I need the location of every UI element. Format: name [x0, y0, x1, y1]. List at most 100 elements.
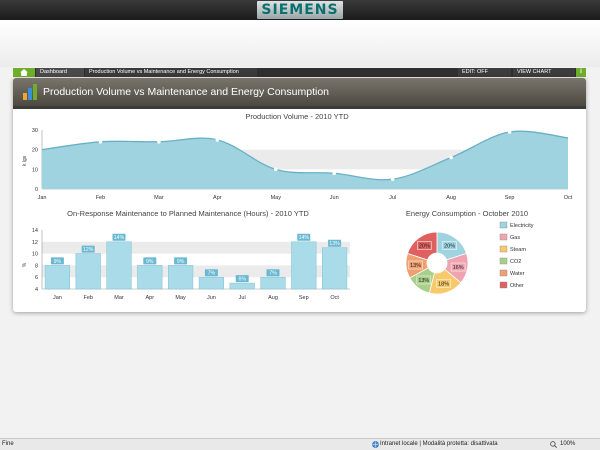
bar-x-tick-label: Sep — [299, 295, 309, 301]
bar-rect[interactable] — [229, 282, 255, 290]
bar-value-label: 7% — [208, 271, 216, 277]
legend-label: Other — [510, 283, 524, 289]
legend-label: Electricity — [510, 223, 534, 229]
bar-y-tick-label: 12 — [32, 240, 38, 246]
bar-grid-band — [42, 241, 350, 254]
maintenance-bar-chart: On-Response Maintenance to Planned Maint… — [22, 209, 350, 301]
bar-rect[interactable] — [44, 265, 70, 290]
bar-rect[interactable] — [291, 241, 317, 290]
bar-value-label-bg — [204, 269, 218, 277]
bar-rect[interactable] — [75, 253, 101, 290]
bar-value-label: 12% — [83, 247, 94, 253]
bar-rect[interactable] — [168, 265, 194, 290]
production-volume-chart: Production Volume - 2010 YTD k lgs 0 10 20… — [22, 112, 573, 201]
area-x-tick-label: Sep — [505, 195, 515, 201]
bar-y-tick-label: 6 — [35, 275, 38, 281]
bar-rect[interactable] — [106, 241, 132, 290]
area-x-tick-label: Jan — [38, 195, 47, 201]
area-x-tick-label: May — [271, 195, 282, 201]
bar-value-label-bg — [112, 233, 126, 241]
bar-value-label-bg — [328, 239, 342, 247]
globe-icon — [372, 441, 379, 448]
bar-x-tick-label: Mar — [114, 295, 124, 301]
panel-title: Production Volume vs Maintenance and Ene… — [43, 86, 330, 98]
area-data-point[interactable] — [273, 167, 278, 172]
area-series-line — [41, 130, 569, 181]
area-y-tick-label: 30 — [32, 128, 38, 134]
legend-label: CO2 — [510, 259, 521, 265]
area-y-tick-label: 10 — [32, 167, 38, 173]
area-data-point[interactable] — [449, 155, 453, 160]
pie-slice-label: 16% — [453, 265, 464, 271]
charts-canvas: Production Volume - 2010 YTD k lgs 0 10 20… — [22, 112, 573, 301]
bar-chart-title: On-Response Maintenance to Planned Maint… — [67, 209, 309, 218]
area-data-point[interactable] — [507, 130, 512, 134]
bar-y-tick-label: 10 — [32, 252, 38, 258]
home-button[interactable] — [13, 68, 35, 77]
info-button[interactable]: i — [576, 68, 586, 77]
area-x-tick-label: Mar — [154, 195, 164, 201]
zoom-level[interactable]: 100% — [560, 441, 576, 447]
status-bar: Fine Intranet locale | Modalità protetta… — [0, 438, 600, 450]
bar-value-label-bg — [297, 233, 311, 241]
breadcrumb-dashboard[interactable]: Dashboard — [36, 68, 84, 77]
area-data-point[interactable] — [157, 140, 161, 144]
siemens-logo: SIEMENS — [257, 1, 343, 19]
bar-rect[interactable] — [260, 276, 286, 290]
bar-rect[interactable] — [198, 276, 224, 290]
pie-chart-title: Energy Consumption - October 2010 — [406, 209, 528, 218]
legend-swatch — [499, 233, 508, 241]
legend-swatch — [499, 281, 508, 289]
legend-swatch — [499, 245, 508, 253]
pie-slice-label: 20% — [419, 244, 430, 250]
bar-value-label: 9% — [54, 259, 62, 265]
area-x-tick-label: Jun — [330, 195, 339, 201]
bar-rect[interactable] — [137, 265, 163, 290]
area-data-point[interactable] — [98, 140, 103, 144]
area-y-axis-label: k lgs — [22, 155, 28, 166]
panel-header: Production Volume vs Maintenance and Ene… — [13, 78, 586, 106]
bar-y-tick-label: 8 — [35, 263, 38, 269]
pie-slice-label-bg — [450, 262, 466, 272]
legend-swatch — [499, 221, 508, 229]
legend-label: Steam — [510, 247, 526, 253]
area-fill — [42, 131, 568, 189]
bar-x-tick-label: Oct — [330, 295, 339, 301]
pie-slice-label-bg — [408, 260, 423, 270]
legend-swatch — [499, 269, 508, 277]
panel-divider — [13, 106, 586, 109]
view-chart-button[interactable]: VIEW CHART — [513, 68, 575, 77]
bar-value-label-bg — [81, 245, 95, 253]
bar-value-label: 9% — [177, 259, 185, 265]
header-background — [0, 20, 600, 67]
area-data-point[interactable] — [332, 171, 337, 176]
bar-y-tick-label: 4 — [35, 287, 38, 293]
edit-toggle-button[interactable]: EDIT: OFF — [458, 68, 511, 77]
bar-rect[interactable] — [322, 247, 348, 290]
area-x-tick-label: Feb — [96, 195, 105, 201]
bar-y-axis-label: % — [22, 262, 28, 267]
area-x-tick-label: Oct — [564, 195, 573, 201]
pie-slice-label-bg — [436, 279, 451, 288]
area-data-point[interactable] — [215, 138, 220, 142]
donut-hole — [427, 253, 447, 273]
bar-y-tick-label: 14 — [32, 228, 38, 234]
area-data-point[interactable] — [390, 177, 395, 181]
legend-label: Gas — [510, 235, 520, 241]
bar-value-label-bg — [50, 257, 64, 265]
bar-x-tick-label: Aug — [268, 295, 278, 301]
breadcrumb-bar: Dashboard Production Volume vs Maintenan… — [13, 68, 586, 77]
bar-value-label: 6% — [238, 277, 246, 283]
bar-value-label: 14% — [114, 235, 125, 241]
bar-grid-band — [42, 265, 350, 278]
energy-pie-chart: Energy Consumption - October 2010 20% 16%… — [405, 209, 534, 295]
top-bar: SIEMENS — [0, 0, 600, 20]
bar-x-tick-label: Apr — [146, 295, 155, 301]
zoom-icon[interactable] — [550, 441, 557, 448]
legend-label: Water — [510, 271, 525, 277]
bar-value-label-bg — [235, 275, 249, 283]
area-chart-title: Production Volume - 2010 YTD — [245, 112, 349, 121]
chart-panel: Production Volume vs Maintenance and Ene… — [13, 78, 586, 312]
pie-slice-label: 20% — [444, 244, 455, 250]
bar-value-label-bg — [266, 269, 280, 277]
